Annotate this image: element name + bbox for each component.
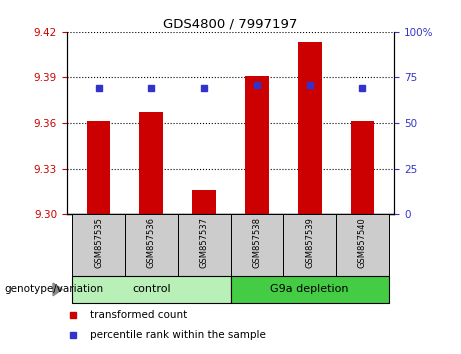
Bar xyxy=(72,214,125,276)
Text: control: control xyxy=(132,284,171,295)
Text: percentile rank within the sample: percentile rank within the sample xyxy=(90,330,266,340)
Text: GSM857540: GSM857540 xyxy=(358,217,367,268)
Text: GSM857537: GSM857537 xyxy=(200,217,209,268)
Bar xyxy=(284,214,336,276)
Bar xyxy=(139,112,163,214)
Text: genotype/variation: genotype/variation xyxy=(5,284,104,295)
Bar xyxy=(192,190,216,214)
Bar xyxy=(87,121,110,214)
Text: GSM857538: GSM857538 xyxy=(252,217,261,268)
Bar xyxy=(125,214,177,276)
Text: transformed count: transformed count xyxy=(90,310,187,320)
Bar xyxy=(177,214,230,276)
Bar xyxy=(351,121,374,214)
Bar xyxy=(336,214,389,276)
Title: GDS4800 / 7997197: GDS4800 / 7997197 xyxy=(163,18,298,31)
Bar xyxy=(230,214,284,276)
Bar xyxy=(72,276,230,303)
Text: GSM857536: GSM857536 xyxy=(147,217,156,268)
Text: GSM857539: GSM857539 xyxy=(305,217,314,268)
Bar xyxy=(230,276,389,303)
Bar xyxy=(245,76,269,214)
Text: GSM857535: GSM857535 xyxy=(94,217,103,268)
Text: G9a depletion: G9a depletion xyxy=(271,284,349,295)
Bar xyxy=(298,42,322,214)
